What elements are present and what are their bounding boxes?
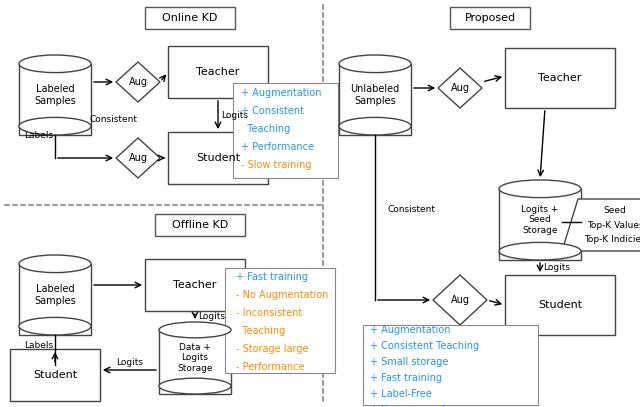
Text: Aug: Aug (129, 153, 147, 163)
Polygon shape (116, 138, 160, 178)
Ellipse shape (159, 378, 231, 394)
Text: - Inconsistent: - Inconsistent (236, 308, 302, 318)
Text: + Small storage: + Small storage (370, 357, 449, 367)
Polygon shape (116, 62, 160, 102)
FancyBboxPatch shape (499, 189, 581, 260)
Polygon shape (433, 275, 487, 325)
Text: Offline KD: Offline KD (172, 220, 228, 230)
FancyBboxPatch shape (505, 275, 615, 335)
Text: Aug: Aug (129, 77, 147, 87)
Ellipse shape (339, 117, 411, 135)
Text: Logits +
Seed
Storage: Logits + Seed Storage (522, 205, 559, 235)
Text: Teacher: Teacher (538, 73, 582, 83)
FancyBboxPatch shape (450, 7, 530, 29)
Ellipse shape (19, 117, 91, 135)
FancyBboxPatch shape (232, 83, 337, 177)
FancyBboxPatch shape (225, 267, 335, 372)
Ellipse shape (499, 180, 581, 198)
Text: Logits: Logits (198, 312, 225, 321)
Text: Logits: Logits (543, 263, 570, 272)
Ellipse shape (19, 255, 91, 273)
FancyBboxPatch shape (159, 330, 231, 394)
Ellipse shape (19, 55, 91, 72)
Text: Aug: Aug (451, 295, 470, 305)
Text: Online KD: Online KD (163, 13, 218, 23)
Text: Student: Student (538, 300, 582, 310)
Text: Aug: Aug (451, 83, 470, 93)
Text: + Consistent: + Consistent (241, 106, 304, 116)
Text: + Label-Free: + Label-Free (370, 389, 432, 399)
Text: + Fast training: + Fast training (236, 272, 308, 282)
Ellipse shape (499, 243, 581, 260)
Text: + Augmentation: + Augmentation (241, 88, 321, 98)
FancyBboxPatch shape (145, 259, 245, 311)
FancyBboxPatch shape (168, 46, 268, 98)
Text: Logits: Logits (116, 358, 143, 367)
Text: + Fast training: + Fast training (370, 373, 442, 383)
Text: Teaching: Teaching (241, 124, 291, 134)
Text: Labels: Labels (24, 341, 53, 350)
Text: - Storage large: - Storage large (236, 344, 308, 354)
Text: Top-K Indicies: Top-K Indicies (584, 235, 640, 244)
FancyBboxPatch shape (19, 64, 91, 135)
Ellipse shape (159, 322, 231, 338)
FancyBboxPatch shape (168, 132, 268, 184)
Text: Labeled
Samples: Labeled Samples (34, 284, 76, 306)
Text: Teacher: Teacher (196, 67, 240, 77)
Text: - Slow training: - Slow training (241, 160, 312, 170)
Text: Logits: Logits (221, 110, 248, 120)
Text: + Consistent Teaching: + Consistent Teaching (370, 341, 479, 351)
FancyBboxPatch shape (19, 264, 91, 335)
Text: Student: Student (33, 370, 77, 380)
Polygon shape (438, 68, 482, 108)
Text: Teacher: Teacher (173, 280, 217, 290)
Text: Consistent: Consistent (90, 116, 138, 125)
Text: Proposed: Proposed (465, 13, 516, 23)
Ellipse shape (19, 317, 91, 335)
Ellipse shape (339, 55, 411, 72)
Text: Seed: Seed (604, 206, 627, 215)
FancyBboxPatch shape (145, 7, 235, 29)
FancyBboxPatch shape (339, 64, 411, 135)
Text: Top-K Values: Top-K Values (587, 221, 640, 230)
Text: - Performance: - Performance (236, 362, 305, 372)
Text: - No Augmentation: - No Augmentation (236, 290, 328, 300)
Text: Unlabeled
Samples: Unlabeled Samples (350, 84, 399, 106)
Text: + Augmentation: + Augmentation (370, 325, 451, 335)
FancyBboxPatch shape (505, 48, 615, 108)
FancyBboxPatch shape (10, 349, 100, 401)
Text: Teaching: Teaching (236, 326, 285, 336)
Text: Labeled
Samples: Labeled Samples (34, 84, 76, 106)
Text: Labels: Labels (24, 131, 53, 140)
Text: + Performance: + Performance (241, 142, 314, 152)
Text: Consistent: Consistent (388, 206, 436, 214)
FancyBboxPatch shape (362, 325, 538, 405)
Text: + Superior performance: + Superior performance (370, 405, 488, 407)
FancyBboxPatch shape (155, 214, 245, 236)
Polygon shape (562, 199, 640, 251)
Text: Data +
Logits
Storage: Data + Logits Storage (177, 343, 212, 373)
Text: Student: Student (196, 153, 240, 163)
